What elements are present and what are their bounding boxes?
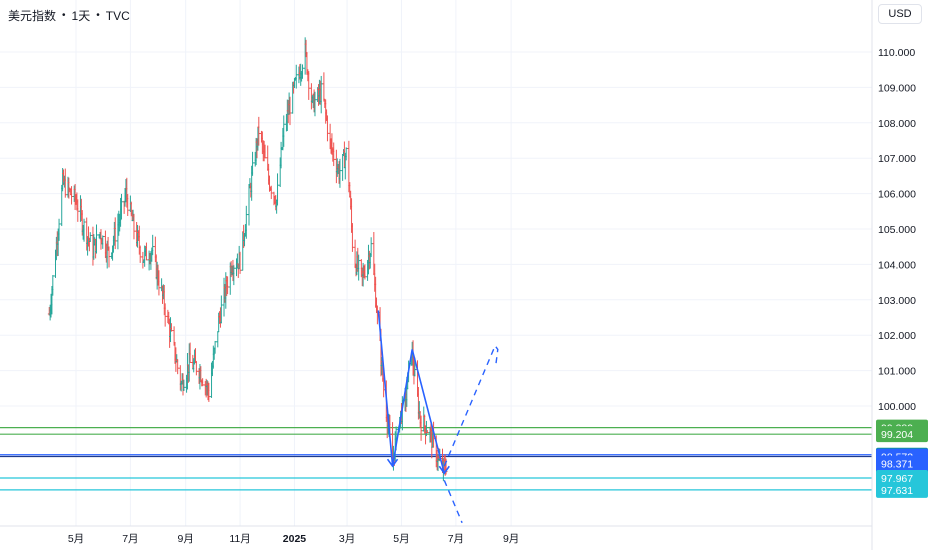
price-tag-label: 99.204: [881, 429, 913, 441]
projection-line: [443, 480, 463, 524]
pattern-arrow-icon: [386, 458, 399, 468]
price-tags: 99.38999.20498.62205:57:3598.57398.37197…: [876, 419, 928, 498]
x-tick-label: 7月: [122, 533, 138, 545]
x-tick-label: 11月: [229, 533, 250, 545]
y-tick-label: 106.000: [878, 189, 916, 201]
y-tick-label: 105.000: [878, 224, 916, 236]
y-tick-label: 104.000: [878, 259, 916, 271]
pattern-line: [377, 310, 446, 474]
interval-label: 1天: [71, 9, 91, 23]
axes: 100.000 101.000 102.000 103.000 104.000 105.0…: [0, 0, 916, 550]
x-tick-label: 5月: [68, 533, 84, 545]
y-tick-label: 108.000: [878, 118, 916, 130]
price-tag: [876, 455, 928, 472]
separator-dot-icon: •: [96, 10, 100, 21]
symbol-title-bar[interactable]: 美元指数 • 1天 • TVC: [8, 7, 130, 24]
y-tick-label: 109.000: [878, 82, 916, 94]
currency-button[interactable]: USD: [878, 4, 922, 24]
symbol-name: 美元指数: [8, 9, 57, 23]
pattern-drawing[interactable]: [377, 310, 499, 524]
pattern-arrow-icon: [438, 465, 450, 475]
y-tick-label: 107.000: [878, 153, 916, 165]
source-label: TVC: [105, 8, 130, 23]
y-tick-label: 110.000: [878, 47, 915, 59]
grid-layer: [0, 0, 872, 526]
y-tick-label: 101.000: [878, 366, 916, 378]
projection-line: [443, 344, 499, 467]
price-tag-label: 97.631: [881, 485, 913, 497]
y-tick-label: 100.000: [878, 401, 916, 413]
x-tick-label: 7月: [448, 533, 464, 545]
horizontal-levels: [0, 427, 872, 491]
y-tick-label: 102.000: [878, 330, 916, 342]
separator-dot-icon: •: [62, 10, 66, 21]
price-tag: [876, 481, 928, 498]
x-tick-label: 2025: [283, 533, 307, 545]
price-tag-label: 98.371: [881, 459, 913, 471]
x-tick-label: 5月: [393, 533, 409, 545]
x-tick-label: 9月: [503, 533, 519, 545]
price-tag: [876, 426, 928, 443]
y-tick-label: 103.000: [878, 295, 916, 307]
x-tick-label: 9月: [178, 533, 194, 545]
ohlc-bars: [47, 37, 448, 482]
x-tick-label: 3月: [339, 533, 355, 545]
